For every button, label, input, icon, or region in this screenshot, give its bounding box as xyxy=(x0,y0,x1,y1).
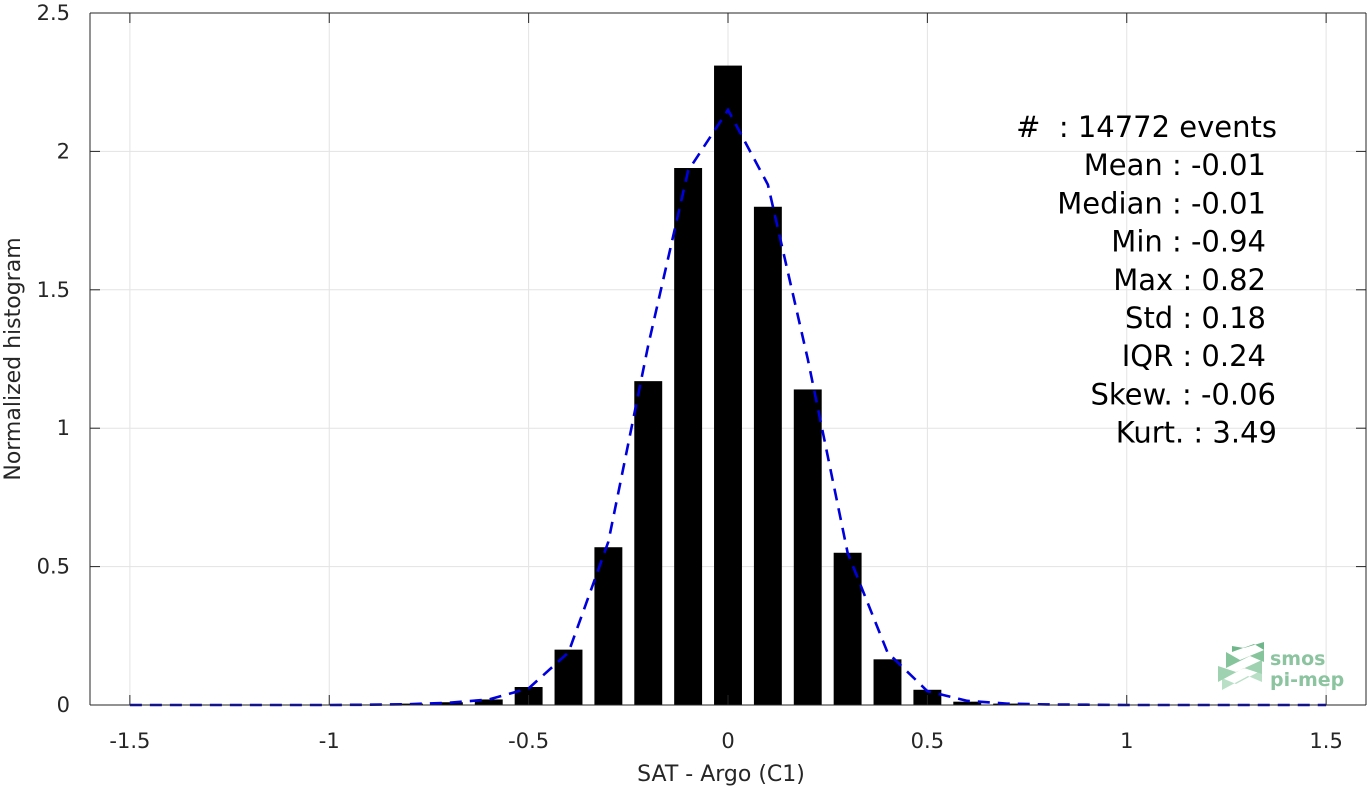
stat-line: # : 14772 events xyxy=(1016,110,1277,144)
histogram-bar xyxy=(594,547,623,705)
stat-line: Std : 0.18 xyxy=(1125,301,1266,335)
histogram-bar xyxy=(873,659,902,705)
y-tick-label: 2 xyxy=(57,139,70,163)
stat-line: Skew. : -0.06 xyxy=(1090,377,1276,411)
y-tick-label: 0 xyxy=(57,693,70,717)
y-tick-label: 1.5 xyxy=(37,278,70,302)
stat-line: IQR : 0.24 xyxy=(1122,339,1266,373)
stat-line: Kurt. : 3.49 xyxy=(1116,416,1277,450)
logo-text-smos: smos xyxy=(1270,648,1325,670)
histogram-bar xyxy=(634,381,663,705)
x-tick-label: 1 xyxy=(1120,729,1133,753)
x-tick-label: 0 xyxy=(721,729,734,753)
logo-icon xyxy=(1218,642,1264,690)
histogram-bar xyxy=(953,701,982,705)
histogram-bar xyxy=(674,168,703,705)
histogram-bar xyxy=(714,65,742,706)
histogram-bars xyxy=(355,65,1022,706)
x-tick-label: -1 xyxy=(319,729,340,753)
stat-line: Min : -0.94 xyxy=(1111,225,1266,259)
stat-line: Max : 0.82 xyxy=(1113,263,1266,297)
stat-line: Median : -0.01 xyxy=(1057,186,1266,220)
histogram-bar xyxy=(833,552,862,705)
histogram-bar xyxy=(395,703,423,705)
smos-pimep-logo: smos pi-mep xyxy=(1218,642,1344,691)
x-ticks: -1.5 -1 -0.5 0 0.5 1 1.5 xyxy=(109,13,1343,753)
y-tick-label: 2.5 xyxy=(37,1,70,25)
logo-text-pimep: pi-mep xyxy=(1270,669,1344,691)
histogram-bar xyxy=(474,699,503,705)
histogram-bar xyxy=(753,206,782,705)
y-ticks: 0 0.5 1 1.5 2 2.5 xyxy=(37,1,1366,717)
histogram-bar xyxy=(793,389,822,705)
x-axis-label: SAT - Argo (C1) xyxy=(637,762,805,787)
statistics-annotation: # : 14772 events Mean : -0.01 Median : -0.… xyxy=(1016,110,1277,450)
x-tick-label: -1.5 xyxy=(109,729,150,753)
stat-line: Mean : -0.01 xyxy=(1084,148,1266,182)
x-tick-label: 1.5 xyxy=(1309,729,1342,753)
y-tick-label: 0.5 xyxy=(37,555,70,579)
histogram-bar xyxy=(434,702,463,705)
x-tick-label: 0.5 xyxy=(911,729,944,753)
y-axis-label: Normalized histogram xyxy=(1,237,26,480)
x-tick-label: -0.5 xyxy=(508,729,549,753)
y-tick-label: 1 xyxy=(57,416,70,440)
histogram-bar xyxy=(554,649,583,705)
